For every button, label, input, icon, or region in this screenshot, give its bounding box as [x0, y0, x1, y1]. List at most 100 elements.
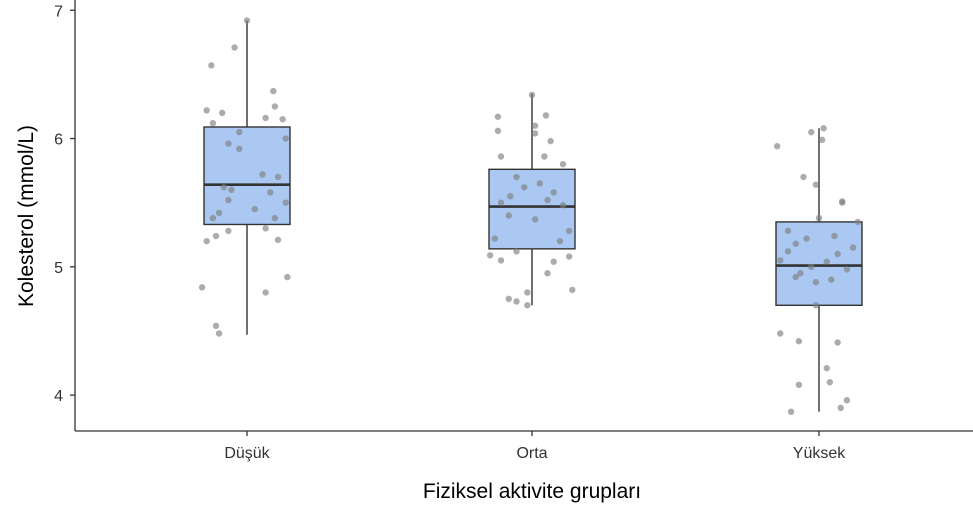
data-point [212, 322, 220, 330]
data-point [225, 140, 232, 147]
data-point [251, 205, 258, 213]
data-point [566, 253, 573, 260]
data-point [536, 180, 543, 187]
data-point [818, 136, 826, 144]
box-3 [775, 128, 863, 412]
data-point [497, 153, 505, 160]
data-point [820, 125, 827, 132]
data-point [784, 227, 792, 235]
data-point [225, 196, 232, 204]
data-point [271, 214, 279, 222]
data-point [556, 237, 564, 245]
boxes [203, 20, 863, 412]
data-point [544, 196, 551, 204]
data-point [486, 252, 494, 259]
data-point [815, 214, 823, 222]
y-tick-label: 6 [54, 132, 63, 149]
data-point [236, 128, 243, 136]
x-axis-title: Fiziksel aktivite grupları [423, 480, 641, 503]
data-point [259, 171, 266, 178]
data-point [542, 112, 550, 119]
data-point [524, 289, 531, 296]
data-point [231, 44, 238, 51]
data-points [198, 17, 861, 415]
data-point [497, 257, 505, 264]
data-point [777, 257, 784, 264]
data-point [212, 232, 220, 240]
data-point [279, 116, 286, 123]
data-point [843, 397, 851, 404]
data-point [550, 189, 557, 196]
data-point [507, 193, 514, 200]
data-point [494, 113, 502, 120]
data-point [849, 244, 857, 251]
data-point [792, 273, 799, 281]
data-point [513, 298, 520, 305]
data-point [262, 225, 269, 232]
box-rect [775, 221, 863, 306]
data-point [843, 266, 851, 273]
data-point [808, 263, 815, 271]
data-point [497, 199, 505, 206]
data-point [284, 273, 291, 281]
data-point [773, 143, 781, 150]
data-point [831, 232, 838, 240]
data-point [812, 279, 820, 286]
data-point [800, 173, 807, 181]
box-rect [488, 168, 576, 250]
data-point [777, 330, 784, 337]
x-tick-label: Yüksek [793, 445, 846, 462]
data-point [566, 227, 573, 235]
data-point [834, 250, 841, 258]
data-point [215, 209, 223, 217]
data-point [837, 404, 844, 412]
data-point [834, 339, 841, 346]
data-point [262, 289, 269, 296]
data-point [550, 258, 557, 265]
data-point [209, 119, 217, 127]
data-point [544, 270, 551, 277]
data-point [569, 286, 576, 294]
data-point [198, 284, 206, 291]
data-point [524, 302, 531, 309]
axes [74, 0, 973, 432]
x-ticks: Düşük Orta Yüksek [224, 431, 846, 462]
data-point [219, 109, 226, 117]
data-point [795, 338, 803, 345]
data-point [208, 62, 215, 69]
y-tick-label: 7 [54, 3, 63, 20]
data-point [528, 91, 536, 99]
data-point [505, 212, 512, 219]
data-point [513, 248, 520, 255]
data-point [209, 214, 217, 222]
y-axis-title: Kolesterol (mmol/L) [15, 125, 38, 307]
data-point [236, 145, 243, 152]
data-point [823, 258, 830, 265]
data-point [559, 160, 567, 168]
data-point [839, 199, 846, 206]
y-tick-label: 5 [54, 260, 63, 277]
data-point [521, 184, 528, 191]
data-point [547, 137, 554, 145]
data-point [797, 270, 804, 277]
data-point [795, 381, 803, 389]
data-point [826, 379, 834, 386]
y-tick-label: 4 [54, 388, 63, 405]
data-point [220, 184, 227, 191]
data-point [270, 87, 277, 95]
y-ticks: 4 5 6 7 [54, 3, 75, 405]
data-point [225, 227, 232, 235]
data-point [274, 236, 282, 244]
data-point [505, 295, 512, 303]
data-point [787, 408, 795, 415]
data-point [803, 235, 810, 242]
data-point [243, 17, 251, 24]
data-point [513, 173, 520, 181]
data-point [203, 237, 210, 245]
data-point [531, 216, 539, 223]
data-point [267, 189, 274, 196]
data-point [854, 218, 861, 226]
data-point [203, 107, 210, 114]
data-point [274, 173, 282, 181]
